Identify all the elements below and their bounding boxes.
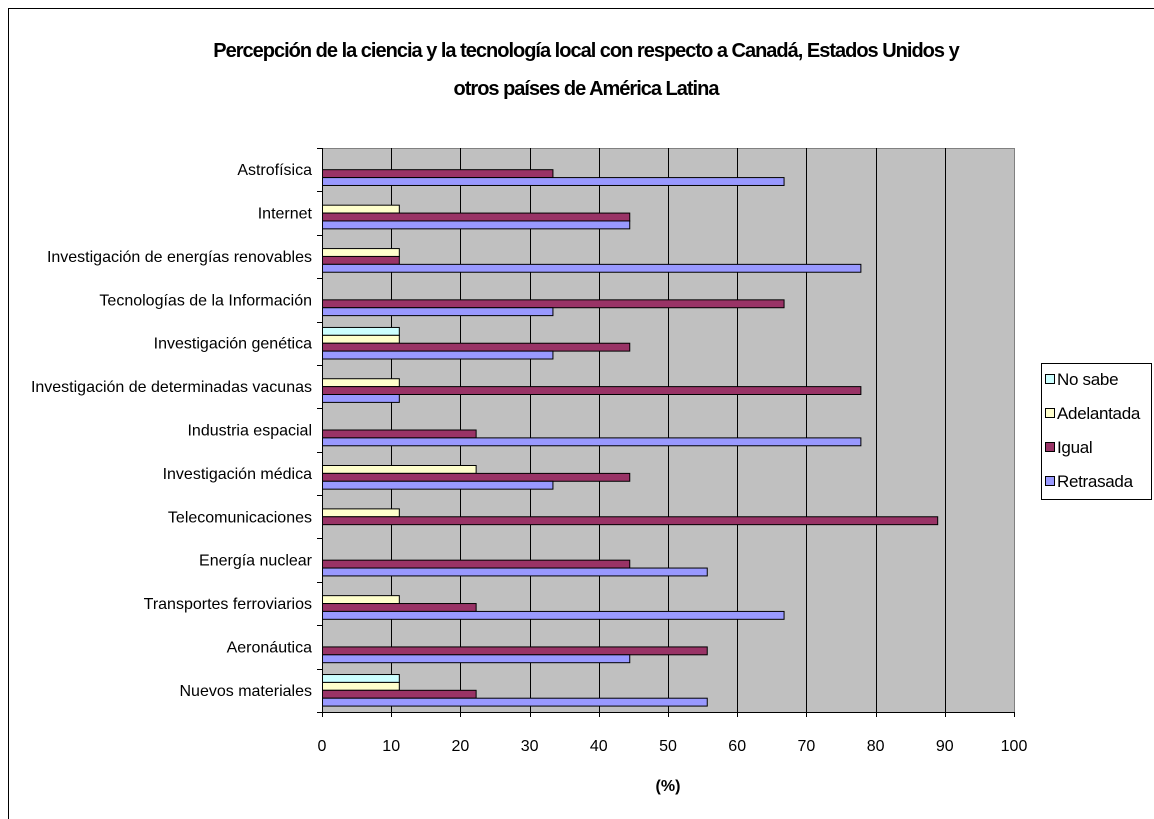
category-label: Investigación de energías renovables: [47, 249, 312, 266]
category-label: Investigación de determinadas vacunas: [31, 379, 312, 396]
category-label: Astrofísica: [237, 162, 312, 179]
category-label: Transportes ferroviarios: [144, 596, 312, 613]
bar-adelantada-investigacion-medica: [322, 464, 477, 474]
x-tick-label: 0: [318, 738, 327, 755]
category-label: Telecomunicaciones: [168, 509, 312, 526]
bars: [322, 169, 939, 707]
legend-item-igual: Igual: [1045, 438, 1093, 457]
x-tick-label: 90: [936, 738, 954, 755]
bar-igual-energia-nuclear: [322, 559, 631, 569]
legend-item-adelantada: Adelantada: [1045, 404, 1141, 423]
bar-igual-transportes-ferroviarios: [322, 603, 477, 612]
category-label: Aeronáutica: [227, 639, 312, 656]
bar-no-sabe-investigacion-genetica: [322, 326, 400, 336]
x-tick-label: 50: [659, 738, 677, 755]
legend-label: Igual: [1057, 438, 1092, 457]
bar-retrasada-investigacion-de-determinadas-vacunas: [322, 394, 400, 403]
bar-igual-telecomunicaciones: [322, 516, 939, 526]
x-tick-label: 10: [382, 738, 400, 755]
bar-retrasada-industria-espacial: [322, 437, 862, 447]
bar-igual-investigacion-genetica: [322, 342, 631, 352]
category-label: Nuevos materiales: [180, 683, 313, 700]
bar-adelantada-internet: [322, 204, 400, 214]
bar-retrasada-internet: [322, 220, 631, 230]
category-label: Internet: [258, 206, 313, 223]
chart-frame: [8, 8, 1154, 819]
chart-title: Percepción de la ciencia y la tecnología…: [213, 40, 959, 100]
bar-retrasada-investigacion-medica: [322, 480, 554, 490]
legend-box: [1041, 363, 1152, 500]
legend-label: Retrasada: [1057, 472, 1134, 491]
x-tick-label: 100: [1001, 738, 1028, 755]
bar-retrasada-nuevos-materiales: [322, 697, 708, 707]
x-tick-label: 40: [590, 738, 608, 755]
x-tick-label: 20: [452, 738, 470, 755]
legend-item-no-sabe: No sabe: [1045, 370, 1119, 389]
bar-retrasada-transportes-ferroviarios: [322, 610, 785, 620]
bar-igual-nuevos-materiales: [322, 689, 477, 699]
legend: No sabe Adelantada Igual Retrasada: [1041, 363, 1152, 500]
x-axis-title: (%): [656, 778, 681, 795]
bar-retrasada-investigacion-genetica: [322, 350, 554, 360]
bar-igual-astrofisica: [322, 169, 554, 179]
category-label: Energía nuclear: [199, 553, 313, 570]
bar-retrasada-astrofisica: [322, 177, 785, 186]
bar-retrasada-energia-nuclear: [322, 567, 708, 577]
bar-adelantada-investigacion-de-determinadas-vacunas: [322, 378, 400, 388]
category-label: Investigación genética: [154, 336, 312, 353]
bar-adelantada-transportes-ferroviarios: [322, 595, 400, 605]
category-label: Tecnologías de la Información: [99, 292, 312, 309]
bar-igual-industria-espacial: [322, 429, 477, 439]
legend-item-retrasada: Retrasada: [1045, 472, 1134, 491]
bar-adelantada-telecomunicaciones: [322, 508, 400, 518]
bar-igual-aeronautica: [322, 646, 708, 656]
bar-igual-investigacion-medica: [322, 472, 631, 482]
x-tick-label: 70: [798, 738, 816, 755]
bar-retrasada-aeronautica: [322, 654, 631, 664]
bar-igual-tecnologias-de-la-informacion: [322, 299, 785, 309]
legend-label: Adelantada: [1057, 404, 1141, 423]
category-label: Investigación médica: [163, 466, 313, 483]
bar-retrasada-tecnologias-de-la-informacion: [322, 307, 554, 317]
bar-retrasada-investigacion-de-energias-renovables: [322, 263, 862, 273]
legend-label: No sabe: [1057, 370, 1118, 389]
legend-swatch: [1045, 476, 1055, 486]
bar-igual-investigacion-de-determinadas-vacunas: [322, 386, 862, 396]
bar-adelantada-nuevos-materiales: [322, 681, 400, 691]
bar-igual-investigacion-de-energias-renovables: [322, 255, 400, 265]
x-tick-label: 60: [728, 738, 746, 755]
legend-swatch: [1045, 408, 1055, 418]
bar-adelantada-investigacion-de-energias-renovables: [322, 248, 400, 257]
x-tick-label: 80: [867, 738, 885, 755]
x-tick-label: 30: [521, 738, 539, 755]
legend-swatch: [1045, 374, 1055, 384]
legend-swatch: [1045, 442, 1055, 452]
bar-igual-internet: [322, 212, 631, 222]
bar-adelantada-investigacion-genetica: [322, 334, 400, 344]
category-label: Industria espacial: [187, 423, 312, 440]
bar-no-sabe-nuevos-materiales: [322, 674, 400, 683]
